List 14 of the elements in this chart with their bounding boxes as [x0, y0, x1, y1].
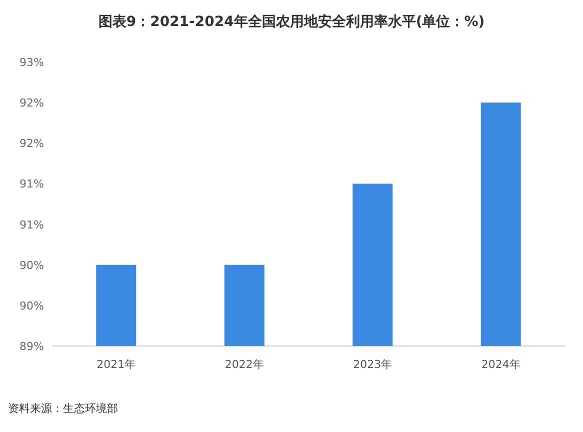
- y-tick-label: 92%: [20, 137, 44, 150]
- text: 资料来源：生态环境部: [8, 402, 118, 415]
- y-tick-label: 89%: [20, 340, 44, 353]
- y-tick-label: 91%: [20, 178, 44, 191]
- y-tick-label: 90%: [20, 258, 44, 272]
- x-tick-label: 2024年: [481, 358, 520, 371]
- y-tick-label: 92%: [20, 96, 44, 110]
- x-tick-label: 2023年: [353, 358, 392, 371]
- x-tick-label: 2022年: [224, 358, 264, 371]
- y-tick-label: 93%: [20, 56, 44, 69]
- x-tick-label: 2021年: [96, 358, 136, 371]
- chart-title: 图表9：2021-2024年全国农用地安全利用率水平(单位：%): [98, 13, 485, 30]
- y-tick-label: 90%: [20, 299, 44, 312]
- y-tick-label: 91%: [20, 218, 44, 232]
